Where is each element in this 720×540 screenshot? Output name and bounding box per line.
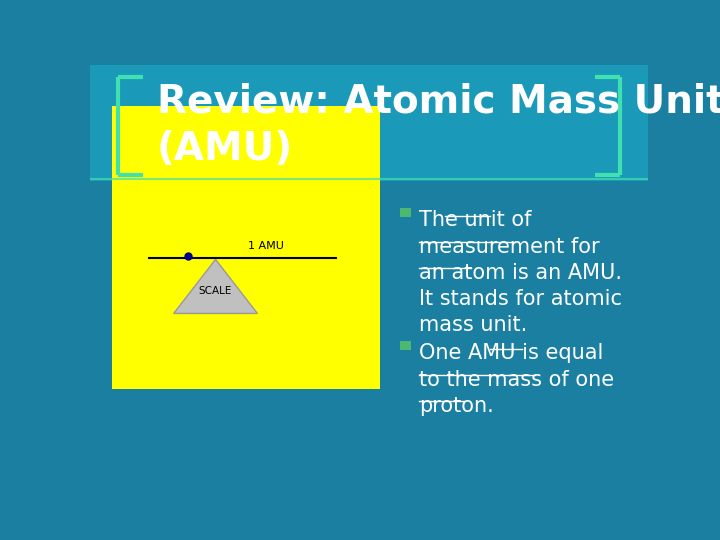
Text: SCALE: SCALE bbox=[199, 286, 233, 296]
Polygon shape bbox=[174, 259, 258, 313]
Text: It stands for atomic: It stands for atomic bbox=[419, 289, 622, 309]
Text: an atom is an AMU.: an atom is an AMU. bbox=[419, 263, 622, 283]
Text: The unit of: The unit of bbox=[419, 210, 531, 231]
Bar bbox=[400, 208, 411, 217]
Text: mass unit.: mass unit. bbox=[419, 315, 528, 335]
Text: 1 AMU: 1 AMU bbox=[248, 241, 284, 251]
Bar bbox=[400, 341, 411, 349]
Text: proton.: proton. bbox=[419, 396, 494, 416]
Bar bbox=[90, 181, 648, 481]
Bar bbox=[90, 65, 648, 181]
Text: One AMU is equal: One AMU is equal bbox=[419, 343, 603, 363]
Text: Review: Atomic Mass Unit
(AMU): Review: Atomic Mass Unit (AMU) bbox=[157, 83, 720, 167]
Text: to the mass of one: to the mass of one bbox=[419, 369, 614, 389]
Bar bbox=[112, 106, 380, 389]
Text: measurement for: measurement for bbox=[419, 237, 600, 256]
